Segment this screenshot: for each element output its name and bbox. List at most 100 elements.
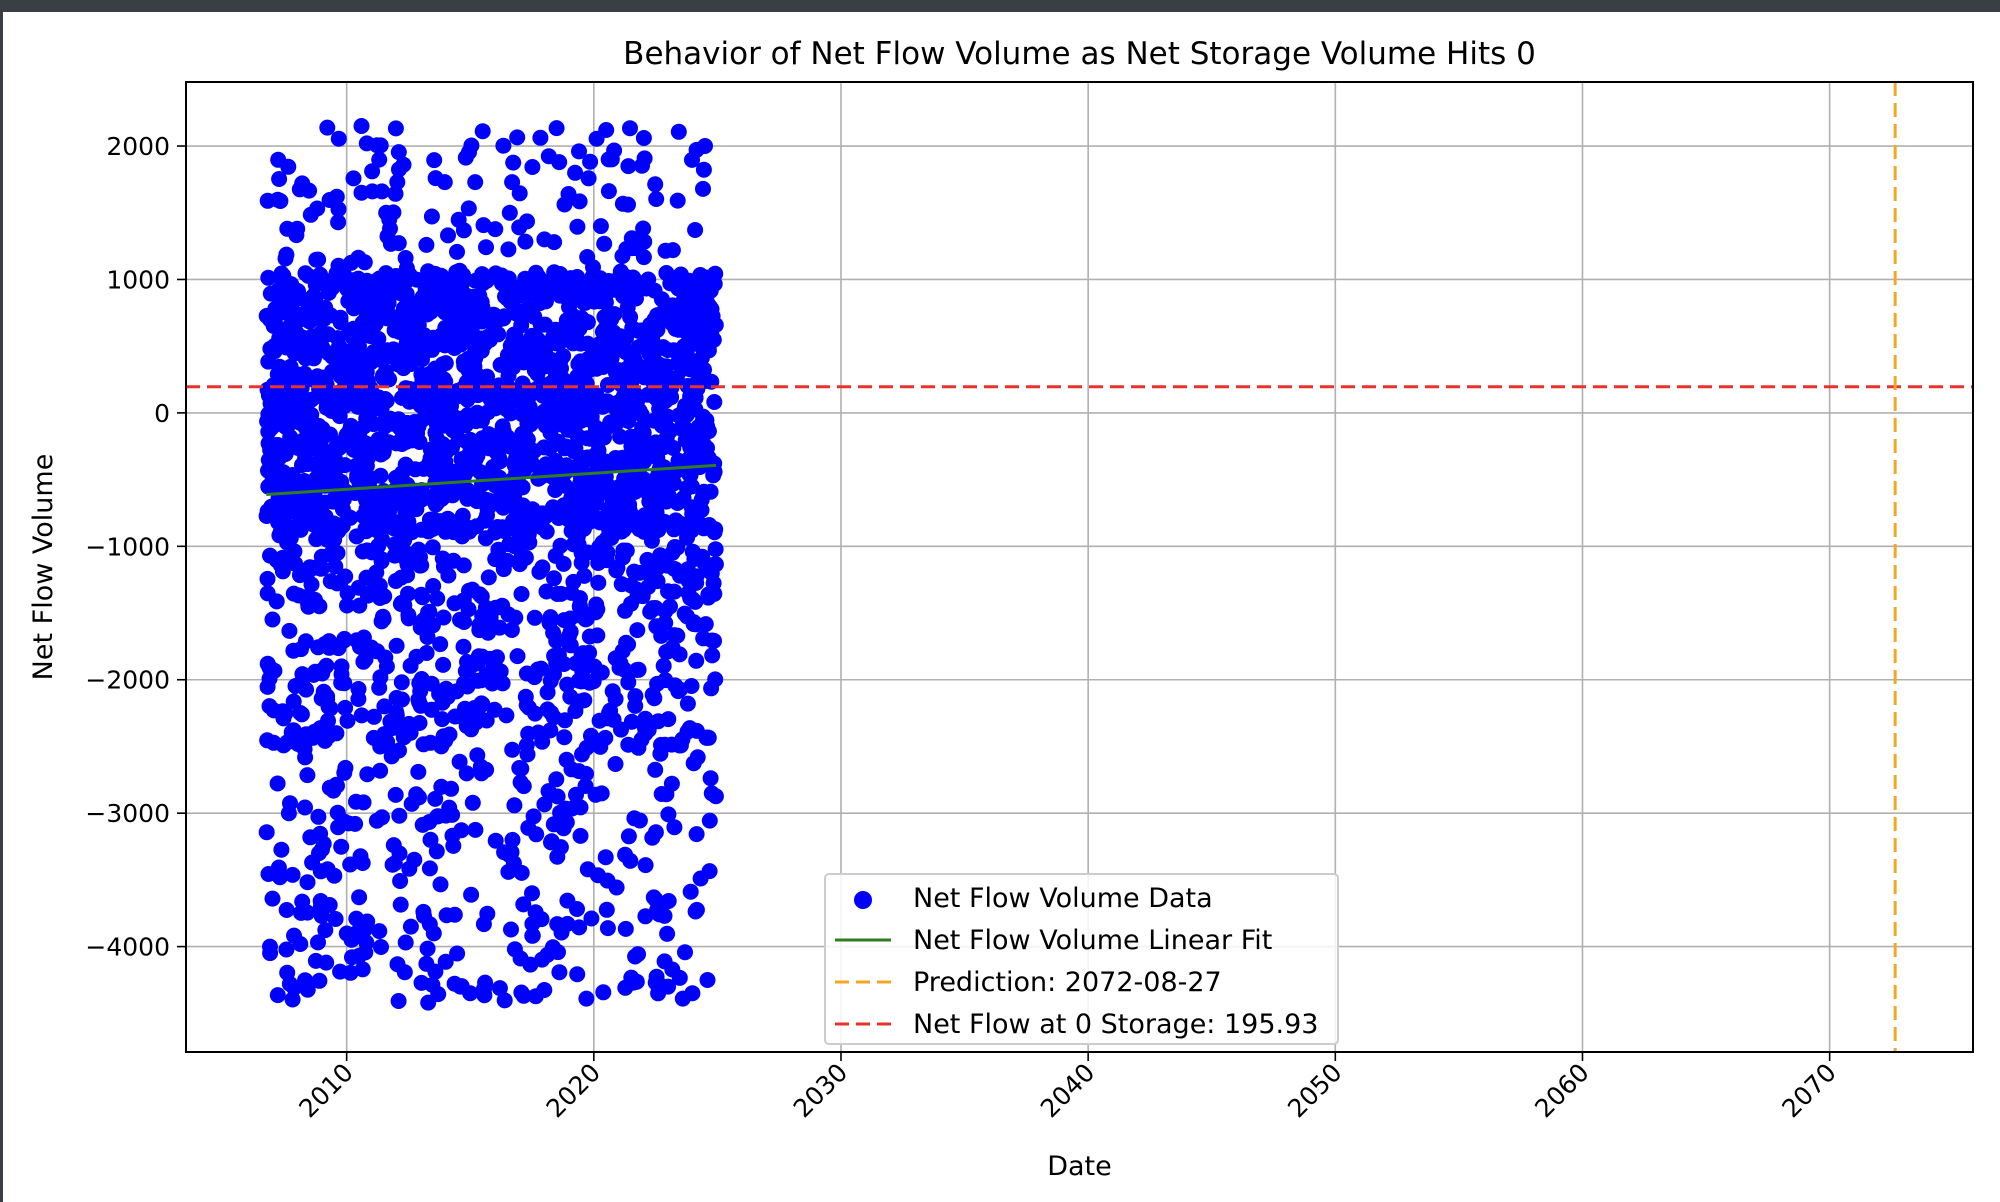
data-point [321, 897, 338, 913]
data-point [392, 285, 409, 302]
data-point [583, 727, 599, 744]
data-point [366, 708, 382, 725]
data-point [534, 505, 551, 522]
data-point [414, 589, 431, 606]
data-point [411, 715, 428, 731]
data-point [374, 608, 391, 625]
data-point [504, 492, 520, 509]
data-point [275, 267, 292, 284]
data-point [330, 214, 347, 231]
data-point [299, 874, 316, 891]
data-point [571, 598, 588, 615]
data-point [570, 763, 587, 780]
data-point [519, 300, 536, 317]
data-point [389, 174, 406, 190]
data-point [283, 724, 300, 741]
data-point [570, 536, 587, 553]
data-point [530, 724, 547, 741]
data-point [679, 695, 696, 712]
data-point [699, 518, 716, 535]
data-point [331, 408, 348, 425]
data-point [596, 551, 613, 568]
data-point [634, 157, 650, 174]
data-point [660, 806, 677, 823]
data-point [492, 663, 509, 680]
data-point [635, 220, 652, 237]
legend-marker-scatter [854, 891, 872, 909]
data-point [697, 138, 713, 154]
data-point [699, 972, 716, 988]
data-point [395, 729, 412, 746]
data-point [329, 804, 346, 821]
data-point [441, 799, 458, 816]
data-point [289, 220, 306, 237]
data-point [266, 662, 283, 679]
data-point [511, 185, 528, 202]
data-point [670, 123, 687, 140]
data-point [378, 300, 395, 317]
data-point [368, 812, 385, 829]
data-point [664, 961, 681, 978]
data-point [607, 756, 624, 772]
data-point [696, 483, 713, 500]
data-point [346, 423, 363, 440]
data-point [600, 456, 617, 473]
data-point [349, 398, 366, 415]
data-point [337, 699, 354, 716]
data-point [359, 766, 376, 783]
data-point [672, 567, 688, 584]
data-point [259, 732, 276, 749]
data-point [487, 832, 504, 849]
data-point [282, 296, 299, 313]
data-point [702, 770, 719, 787]
legend-entry: Net Flow Volume Linear Fit [835, 925, 1272, 956]
data-point [620, 674, 637, 691]
data-point [446, 595, 463, 612]
legend-entry: Prediction: 2072-08-27 [835, 967, 1222, 998]
data-point [666, 627, 683, 644]
data-point [287, 555, 304, 572]
data-point [620, 158, 637, 175]
data-point [567, 458, 584, 475]
data-point [589, 627, 606, 644]
data-point [394, 465, 411, 481]
data-point [373, 939, 389, 955]
data-point [422, 831, 439, 848]
data-point [426, 152, 443, 169]
data-point [700, 589, 717, 606]
data-point [649, 573, 666, 590]
data-point [419, 940, 436, 957]
data-point [259, 570, 276, 587]
data-point [450, 211, 467, 228]
data-point [307, 952, 324, 969]
data-point [596, 309, 613, 325]
data-point [427, 424, 444, 441]
data-point [293, 706, 310, 723]
data-point [420, 263, 437, 280]
data-point [596, 235, 613, 252]
x-axis-title: Date [1047, 1151, 1112, 1182]
data-point [580, 514, 597, 531]
data-point [707, 541, 724, 558]
data-point [659, 925, 676, 942]
data-point [423, 208, 440, 225]
data-point [305, 559, 322, 576]
data-point [345, 320, 362, 337]
data-point [578, 990, 595, 1007]
data-point [357, 465, 374, 482]
data-point [567, 703, 584, 719]
data-point [699, 318, 716, 335]
data-point [659, 408, 676, 425]
data-point [379, 733, 396, 750]
data-point [271, 171, 288, 187]
data-point [393, 480, 410, 497]
data-point [358, 410, 375, 427]
data-point [421, 511, 438, 528]
data-point [700, 729, 717, 746]
data-point [663, 736, 680, 753]
data-point [286, 543, 303, 560]
data-point [353, 118, 370, 134]
data-point [608, 879, 625, 896]
data-point [424, 405, 441, 422]
data-point [569, 368, 586, 385]
